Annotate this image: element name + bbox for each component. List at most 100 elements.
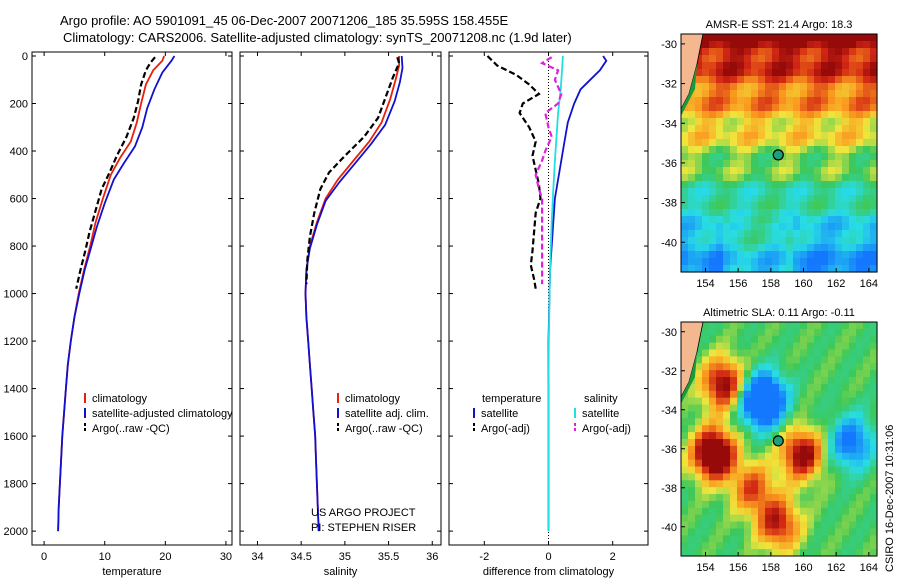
map-cell <box>807 118 815 126</box>
map-cell <box>835 452 843 461</box>
map-cell <box>835 230 843 238</box>
map-cell <box>786 139 794 147</box>
map-cell <box>828 473 836 481</box>
map-cell <box>814 390 822 399</box>
map-cell <box>849 535 857 543</box>
profile-panel-0: 0 10 20 30temperature0200400600800100012001… <box>4 51 233 578</box>
y-tick-label: 1600 <box>4 431 28 443</box>
map-cell <box>723 322 731 330</box>
map-cell <box>772 209 780 217</box>
map-cell <box>730 432 738 440</box>
map-cell <box>751 542 759 550</box>
map-cell <box>821 181 829 189</box>
map-cell <box>751 83 759 91</box>
map-cell <box>849 41 857 49</box>
map-cell <box>758 209 766 217</box>
map-cell <box>772 514 780 523</box>
map-cell <box>765 466 773 475</box>
map-cell <box>695 487 703 495</box>
map-cell <box>856 167 864 175</box>
map-cell <box>716 76 724 84</box>
map-cell <box>709 237 717 245</box>
map-cell <box>842 383 850 392</box>
map-cell <box>765 342 773 351</box>
map-cell <box>765 146 773 154</box>
map-cell <box>842 418 850 426</box>
map-cell <box>870 335 878 344</box>
map-cell <box>695 542 703 550</box>
map-cell <box>751 432 759 440</box>
map-cell <box>730 507 738 516</box>
map-cell <box>716 494 724 502</box>
map-cell <box>842 432 850 440</box>
map-cell <box>863 111 871 119</box>
x-axis-label: salinity <box>324 566 358 578</box>
map-cell <box>821 265 829 273</box>
map-cell <box>716 370 724 378</box>
map-cell <box>870 370 878 378</box>
map-cell <box>744 322 752 330</box>
map-cell <box>702 521 710 530</box>
map-cell <box>772 507 780 516</box>
map-cell <box>786 542 794 550</box>
map-cell <box>709 459 717 468</box>
map-cell <box>793 251 801 259</box>
map-cell <box>800 48 808 56</box>
map-cell <box>793 97 801 105</box>
map-cell <box>765 425 773 433</box>
map-cell <box>863 216 871 224</box>
map-cell <box>758 104 766 112</box>
map-cell <box>849 397 857 406</box>
map-cell <box>800 34 808 42</box>
map-cell <box>765 521 773 530</box>
map-cell <box>758 188 766 196</box>
y-tick-label: 2000 <box>4 526 28 538</box>
map-cell <box>772 83 780 91</box>
map-cell <box>765 404 773 413</box>
map-cell <box>695 125 703 133</box>
map-cell <box>709 356 717 364</box>
map-cell <box>730 181 738 189</box>
map-cell <box>702 452 710 461</box>
map-cell <box>772 521 780 530</box>
map-cell <box>849 104 857 112</box>
y-tick-label: 1200 <box>4 336 28 348</box>
map-cell <box>716 473 724 481</box>
map-cell <box>695 390 703 399</box>
map-cell <box>695 216 703 224</box>
map-cell <box>751 209 759 217</box>
map-cell <box>870 404 878 413</box>
map-cell <box>835 195 843 203</box>
map-cell <box>821 97 829 105</box>
map-cell <box>800 500 808 509</box>
map-cell <box>870 160 878 168</box>
map-cell <box>842 494 850 502</box>
map-cell <box>751 383 759 392</box>
map-cell <box>702 195 710 203</box>
map-cell <box>800 202 808 210</box>
map-cell <box>807 535 815 543</box>
map-cell <box>828 425 836 433</box>
map-cell <box>695 69 703 77</box>
map-cell <box>730 69 738 77</box>
map-cell <box>786 69 794 77</box>
map-cell <box>765 216 773 224</box>
map-cell <box>856 251 864 259</box>
map-cell <box>786 494 794 502</box>
map-cell <box>793 244 801 252</box>
map-cell <box>821 83 829 91</box>
map-cell <box>856 76 864 84</box>
map-cell <box>716 507 724 516</box>
map-cell <box>772 223 780 231</box>
map-cell <box>730 363 738 371</box>
map-cell <box>779 466 787 475</box>
map-cell <box>814 258 822 266</box>
legend-argo: Argo(..raw -QC) <box>345 423 423 435</box>
map-cell <box>716 500 724 509</box>
map-cell <box>765 69 773 77</box>
map-cell <box>765 111 773 119</box>
map-cell <box>786 258 794 266</box>
map-cell <box>807 111 815 119</box>
map-cell <box>702 370 710 378</box>
map-cell <box>814 132 822 140</box>
